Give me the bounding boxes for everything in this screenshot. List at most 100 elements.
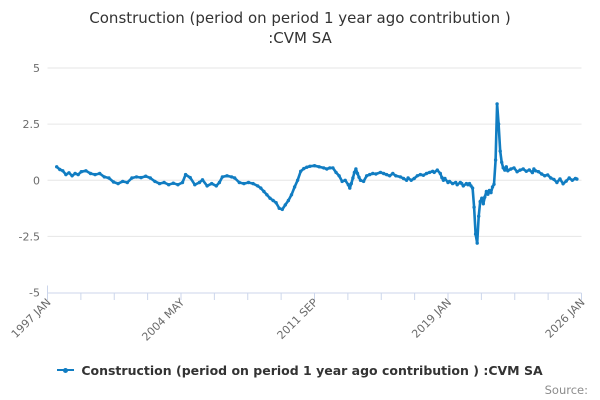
series-point[interactable] [274, 201, 278, 205]
series-point[interactable] [509, 167, 513, 171]
series-point[interactable] [384, 172, 389, 177]
series-point[interactable] [200, 178, 205, 182]
series-point[interactable] [388, 174, 392, 178]
series-point[interactable] [61, 169, 65, 173]
series-point[interactable] [493, 158, 498, 162]
series-point[interactable] [328, 166, 332, 170]
series-point[interactable] [368, 172, 372, 177]
series-point[interactable] [180, 180, 185, 185]
series-point[interactable] [567, 176, 571, 180]
series-point[interactable] [533, 169, 538, 173]
series-point[interactable] [337, 174, 341, 178]
series-point[interactable] [88, 171, 93, 176]
series-point[interactable] [447, 179, 452, 184]
series-point[interactable] [432, 170, 436, 175]
series-point[interactable] [575, 177, 579, 181]
series-point[interactable] [265, 193, 269, 197]
series-point[interactable] [365, 174, 369, 178]
series-point[interactable] [79, 170, 84, 174]
series-point[interactable] [481, 202, 485, 206]
series-point[interactable] [210, 181, 214, 186]
series-point[interactable] [358, 178, 363, 182]
series-point[interactable] [317, 165, 321, 169]
series-point[interactable] [546, 173, 550, 177]
series-point[interactable] [220, 175, 225, 179]
series-point[interactable] [225, 174, 229, 178]
series-point[interactable] [144, 174, 148, 178]
series-point[interactable] [524, 169, 528, 173]
series-point[interactable] [111, 180, 116, 184]
series-point[interactable] [352, 170, 357, 175]
series-point[interactable] [167, 183, 171, 187]
series-point[interactable] [76, 172, 80, 177]
series-point[interactable] [450, 181, 455, 186]
series-point[interactable] [292, 185, 297, 189]
series-point[interactable] [139, 175, 143, 180]
series-point[interactable] [98, 171, 102, 176]
series-point[interactable] [305, 165, 309, 169]
series-point[interactable] [438, 171, 442, 176]
series-point[interactable] [107, 176, 111, 180]
series-point[interactable] [484, 189, 489, 194]
series-point[interactable] [435, 168, 439, 172]
series-point[interactable] [357, 175, 361, 179]
series-point[interactable] [361, 179, 366, 184]
series-point[interactable] [259, 186, 263, 190]
series-point[interactable] [401, 176, 406, 181]
series-point[interactable] [299, 169, 303, 173]
series-point[interactable] [512, 166, 516, 170]
series-point[interactable] [188, 175, 192, 180]
series-point[interactable] [325, 167, 329, 171]
series-point[interactable] [527, 168, 531, 172]
series-point[interactable] [205, 184, 209, 188]
series-point[interactable] [334, 170, 338, 175]
series-point[interactable] [176, 183, 180, 187]
series-point[interactable] [536, 170, 541, 174]
series-point[interactable] [246, 180, 251, 185]
series-point[interactable] [251, 181, 255, 186]
series-point[interactable] [498, 149, 502, 153]
series-point[interactable] [477, 214, 481, 218]
series-point[interactable] [378, 170, 383, 175]
series-point[interactable] [312, 164, 317, 168]
series-point[interactable] [473, 232, 478, 236]
series-point[interactable] [480, 196, 484, 200]
series-point[interactable] [549, 176, 553, 180]
series-point[interactable] [355, 171, 360, 176]
series-point[interactable] [503, 168, 507, 172]
series-point[interactable] [214, 184, 218, 188]
series-point[interactable] [490, 185, 495, 189]
series-point[interactable] [93, 172, 97, 177]
series-point[interactable] [289, 193, 294, 197]
series-point[interactable] [268, 196, 272, 200]
series-point[interactable] [504, 165, 508, 169]
series-point[interactable] [237, 180, 241, 185]
series-point[interactable] [398, 175, 403, 179]
series-point[interactable] [130, 176, 134, 180]
series-point[interactable] [308, 164, 312, 168]
series-point[interactable] [558, 177, 562, 181]
series-point[interactable] [217, 180, 222, 185]
series-point[interactable] [157, 181, 162, 186]
series-point[interactable] [521, 167, 525, 171]
series-point[interactable] [340, 179, 344, 184]
series-point[interactable] [455, 183, 459, 187]
series-point[interactable] [277, 206, 281, 210]
series-point[interactable] [242, 181, 246, 186]
series-point[interactable] [64, 172, 68, 177]
series-point[interactable] [421, 173, 426, 177]
series-point[interactable] [229, 175, 234, 179]
series-point[interactable] [570, 178, 574, 182]
series-point[interactable] [58, 167, 62, 172]
series-point[interactable] [381, 171, 386, 176]
series-point[interactable] [483, 195, 487, 199]
series-point[interactable] [348, 186, 352, 190]
series-point[interactable] [55, 165, 59, 169]
series-point[interactable] [116, 181, 120, 186]
series-point[interactable] [162, 180, 166, 185]
series-point[interactable] [489, 190, 493, 195]
series-point[interactable] [67, 171, 71, 175]
series-point[interactable] [424, 171, 429, 176]
series-point[interactable] [530, 170, 535, 175]
series-point[interactable] [506, 169, 510, 173]
